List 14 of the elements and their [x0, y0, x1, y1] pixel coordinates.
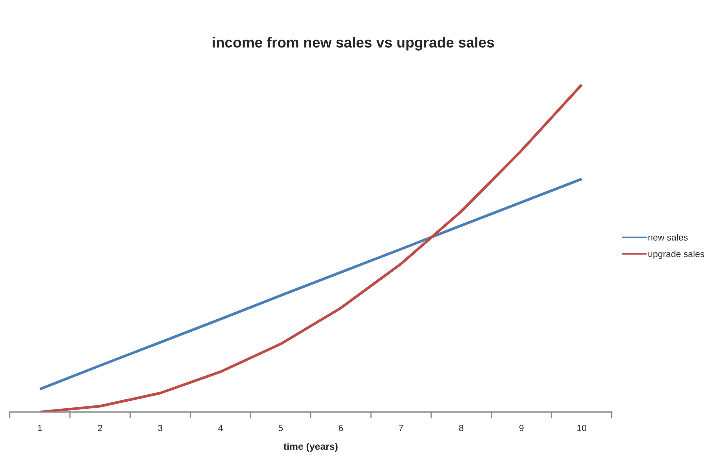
x-tick-label: 5	[278, 425, 284, 432]
x-tick-label: 8	[459, 425, 464, 432]
legend-label: upgrade sales	[648, 250, 704, 260]
x-tick-label: 7	[399, 425, 404, 432]
x-tick-label: 3	[158, 425, 163, 432]
x-tick-label: 9	[520, 425, 524, 432]
x-tick-label: 6	[339, 425, 344, 432]
x-tick-label: 1	[38, 425, 42, 432]
x-tick-label: 4	[218, 425, 223, 432]
legend-label: new sales	[648, 234, 688, 241]
chart-title: income from new sales vs upgrade sales	[212, 37, 494, 51]
x-tick-label: 10	[578, 425, 587, 432]
x-axis-title: time (years)	[284, 442, 338, 452]
x-tick-label: 2	[98, 425, 102, 432]
